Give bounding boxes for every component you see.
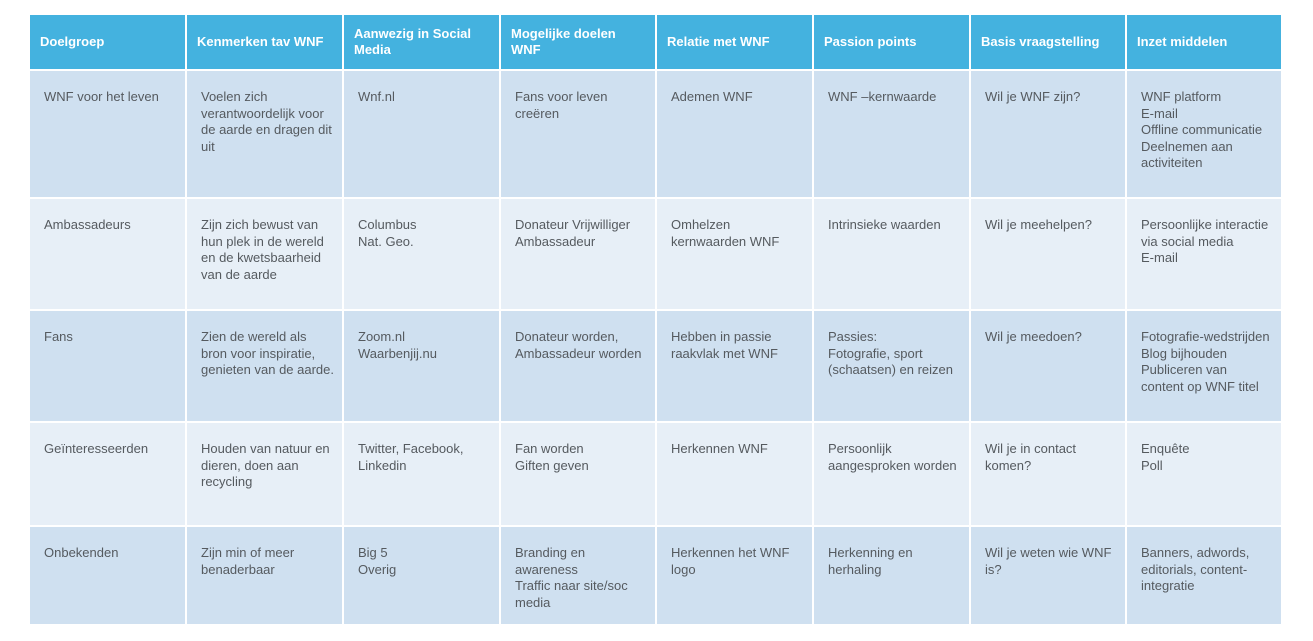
table-cell: Twitter, Facebook, Linkedin (344, 423, 501, 527)
table-cell: Omhelzen kernwaarden WNF (657, 199, 814, 311)
table-cell: Persoonlijk aangesproken worden (814, 423, 971, 527)
table-cell: Persoonlijke interactie via social media… (1127, 199, 1283, 311)
table-cell: Donateur Vrijwilliger Ambassadeur (501, 199, 657, 311)
header-kenmerken: Kenmerken tav WNF (187, 15, 344, 71)
table-cell: Wil je meedoen? (971, 311, 1127, 423)
table-cell: Herkenning en herhaling (814, 527, 971, 626)
table-cell: Wil je in contact komen? (971, 423, 1127, 527)
table-cell: Ademen WNF (657, 71, 814, 199)
table-cell: Fan worden Giften geven (501, 423, 657, 527)
table-cell: Hebben in passie raakvlak met WNF (657, 311, 814, 423)
header-doelgroep: Doelgroep (30, 15, 187, 71)
header-doelen: Mogelijke doelen WNF (501, 15, 657, 71)
table-cell: Wil je meehelpen? (971, 199, 1127, 311)
target-audience-table: Doelgroep Kenmerken tav WNF Aanwezig in … (30, 15, 1283, 626)
table-cell: Banners, adwords, editorials, content-in… (1127, 527, 1283, 626)
table-cell: Fans voor leven creëren (501, 71, 657, 199)
table-cell: Enquête Poll (1127, 423, 1283, 527)
table-cell: Donateur worden, Ambassadeur worden (501, 311, 657, 423)
table-cell: Onbekenden (30, 527, 187, 626)
table-cell: Zijn min of meer benaderbaar (187, 527, 344, 626)
header-vraagstelling: Basis vraagstelling (971, 15, 1127, 71)
table-cell: Geïnteresseerden (30, 423, 187, 527)
header-passion-points: Passion points (814, 15, 971, 71)
table-cell: Herkennen WNF (657, 423, 814, 527)
table-cell: Columbus Nat. Geo. (344, 199, 501, 311)
table-cell: Zien de wereld als bron voor inspiratie,… (187, 311, 344, 423)
table-cell: Ambassadeurs (30, 199, 187, 311)
table-cell: Herkennen het WNF logo (657, 527, 814, 626)
table-cell: Wnf.nl (344, 71, 501, 199)
table-cell: Zoom.nl Waarbenjij.nu (344, 311, 501, 423)
table-cell: Voelen zich verantwoordelijk voor de aar… (187, 71, 344, 199)
table-cell: WNF voor het leven (30, 71, 187, 199)
table-cell: Wil je WNF zijn? (971, 71, 1127, 199)
table-cell: Houden van natuur en dieren, doen aan re… (187, 423, 344, 527)
table-cell: Branding en awareness Traffic naar site/… (501, 527, 657, 626)
table-cell: WNF –kernwaarde (814, 71, 971, 199)
table-cell: Fans (30, 311, 187, 423)
header-relatie: Relatie met WNF (657, 15, 814, 71)
table-cell: Fotografie-wedstrijden Blog bijhouden Pu… (1127, 311, 1283, 423)
header-inzet-middelen: Inzet middelen (1127, 15, 1283, 71)
table-cell: WNF platform E-mail Offline communicatie… (1127, 71, 1283, 199)
table-cell: Intrinsieke waarden (814, 199, 971, 311)
table-cell: Zijn zich bewust van hun plek in de were… (187, 199, 344, 311)
table-cell: Passies: Fotografie, sport (schaatsen) e… (814, 311, 971, 423)
table-cell: Big 5 Overig (344, 527, 501, 626)
table-cell: Wil je weten wie WNF is? (971, 527, 1127, 626)
header-social-media: Aanwezig in Social Media (344, 15, 501, 71)
